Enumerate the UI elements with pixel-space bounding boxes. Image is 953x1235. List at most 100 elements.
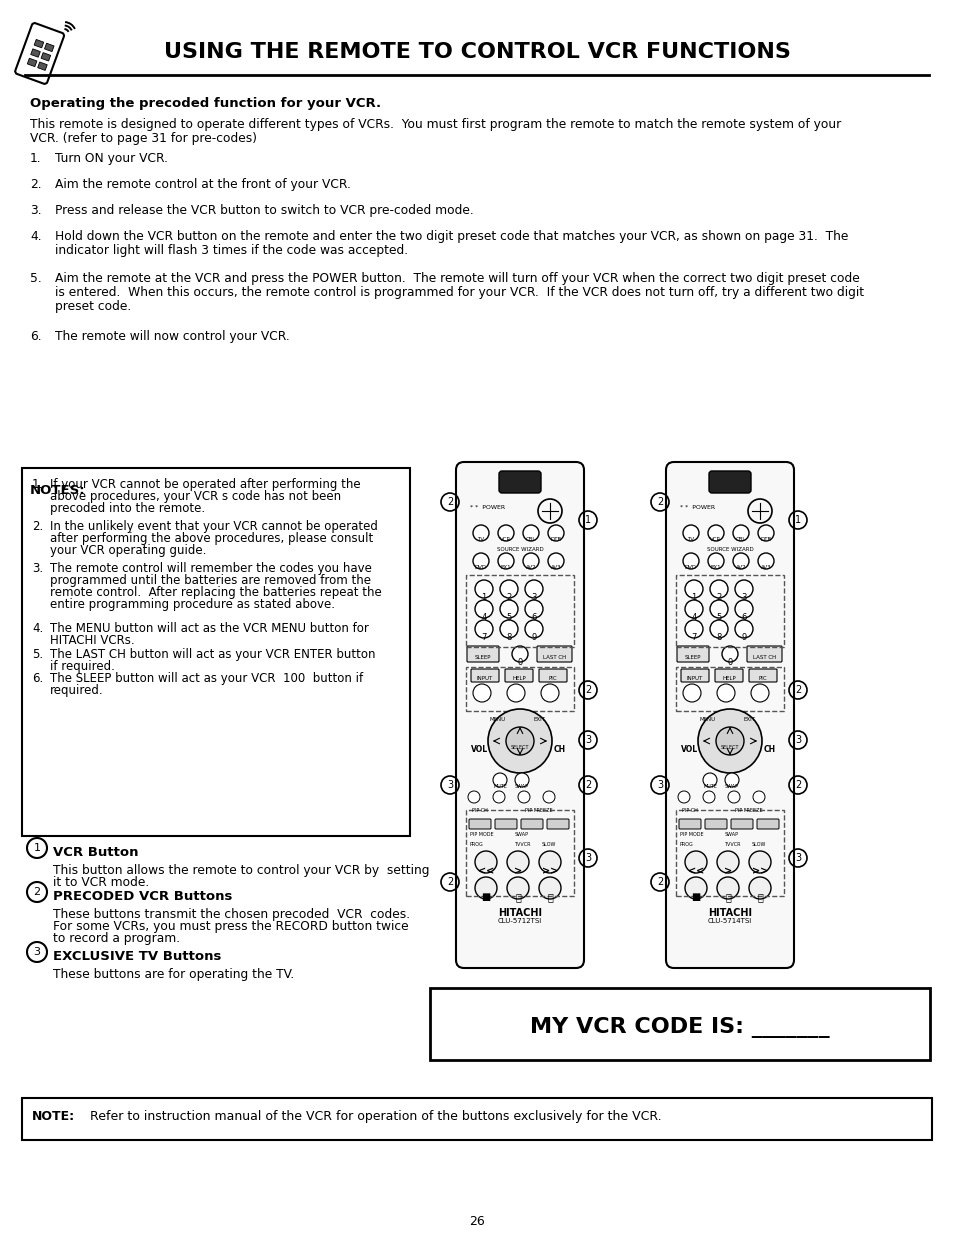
Circle shape: [506, 877, 529, 899]
Text: NOTES:: NOTES:: [30, 484, 86, 496]
Text: 8: 8: [506, 634, 511, 642]
Text: if required.: if required.: [50, 659, 114, 673]
Text: Press and release the VCR button to switch to VCR pre-coded mode.: Press and release the VCR button to swit…: [55, 204, 474, 217]
Text: 3: 3: [657, 781, 662, 790]
Text: Hold down the VCR button on the remote and enter the two digit preset code that : Hold down the VCR button on the remote a…: [55, 230, 847, 243]
Circle shape: [758, 553, 773, 569]
Circle shape: [702, 773, 717, 787]
Text: your VCR operating guide.: your VCR operating guide.: [50, 543, 206, 557]
Circle shape: [758, 525, 773, 541]
Text: CBL: CBL: [525, 537, 536, 542]
Text: 2: 2: [794, 781, 801, 790]
Text: SWAP: SWAP: [724, 784, 739, 789]
Circle shape: [734, 620, 752, 638]
Text: Aim the remote at the VCR and press the POWER button.  The remote will turn off : Aim the remote at the VCR and press the …: [55, 272, 859, 285]
Text: 6: 6: [531, 613, 537, 622]
FancyBboxPatch shape: [748, 669, 776, 682]
Circle shape: [506, 684, 524, 701]
Bar: [34, 40, 44, 48]
Circle shape: [682, 684, 700, 701]
Text: ⏺: ⏺: [515, 892, 520, 902]
Text: EXIT: EXIT: [743, 718, 755, 722]
Text: 2: 2: [584, 685, 591, 695]
Text: MENU: MENU: [700, 718, 716, 722]
Bar: [28, 58, 37, 67]
Text: NOTE:: NOTE:: [32, 1110, 75, 1123]
Text: programmed until the batteries are removed from the: programmed until the batteries are remov…: [50, 574, 371, 587]
Circle shape: [497, 553, 514, 569]
Text: HITACHI: HITACHI: [497, 908, 541, 918]
Text: Refer to instruction manual of the VCR for operation of the buttons exclusively : Refer to instruction manual of the VCR f…: [90, 1110, 661, 1123]
Text: 9: 9: [531, 634, 536, 642]
Text: CBL: CBL: [735, 537, 745, 542]
Circle shape: [475, 877, 497, 899]
FancyBboxPatch shape: [714, 669, 742, 682]
Text: USING THE REMOTE TO CONTROL VCR FUNCTIONS: USING THE REMOTE TO CONTROL VCR FUNCTION…: [163, 42, 790, 62]
Text: SOURCE WIZARD: SOURCE WIZARD: [706, 547, 753, 552]
Circle shape: [468, 790, 479, 803]
Bar: [465, 667, 574, 711]
Text: SOURCE WIZARD: SOURCE WIZARD: [497, 547, 543, 552]
FancyBboxPatch shape: [679, 819, 700, 829]
Text: 4.: 4.: [30, 230, 42, 243]
Text: is entered.  When this occurs, the remote control is programmed for your VCR.  I: is entered. When this occurs, the remote…: [55, 287, 863, 299]
Circle shape: [732, 525, 748, 541]
Text: ■: ■: [691, 892, 700, 902]
FancyBboxPatch shape: [495, 819, 517, 829]
Circle shape: [506, 851, 529, 873]
FancyBboxPatch shape: [469, 819, 491, 829]
Circle shape: [524, 620, 542, 638]
Text: PROG: PROG: [470, 842, 483, 847]
Text: after performing the above procedures, please consult: after performing the above procedures, p…: [50, 532, 373, 545]
Circle shape: [724, 773, 739, 787]
Text: <<: <<: [477, 866, 494, 876]
Text: 2: 2: [657, 877, 662, 887]
Circle shape: [475, 600, 493, 618]
Text: This button allows the remote to control your VCR by  setting: This button allows the remote to control…: [53, 864, 429, 877]
Text: DVD: DVD: [684, 564, 697, 571]
Text: 1: 1: [584, 515, 591, 525]
FancyBboxPatch shape: [538, 669, 566, 682]
Circle shape: [473, 553, 489, 569]
Text: 1: 1: [481, 593, 486, 601]
Text: >: >: [514, 866, 521, 876]
Text: SELECT: SELECT: [720, 745, 739, 750]
Text: ⏸: ⏸: [546, 892, 553, 902]
Text: INPUT: INPUT: [686, 676, 702, 680]
Text: In the unlikely event that your VCR cannot be operated: In the unlikely event that your VCR cann…: [50, 520, 377, 534]
Text: 0: 0: [517, 658, 522, 667]
Bar: [30, 49, 40, 57]
Text: 4: 4: [481, 613, 486, 622]
Text: 3: 3: [531, 593, 537, 601]
Text: 5: 5: [506, 613, 511, 622]
Circle shape: [475, 620, 493, 638]
Text: 2: 2: [446, 877, 453, 887]
Circle shape: [473, 525, 489, 541]
Circle shape: [515, 773, 529, 787]
Text: 7: 7: [481, 634, 486, 642]
Bar: [676, 810, 783, 897]
Circle shape: [682, 525, 699, 541]
Text: TVVCR: TVVCR: [723, 842, 740, 847]
Text: PIP CH: PIP CH: [681, 808, 698, 813]
Bar: [37, 62, 48, 70]
Text: 1: 1: [691, 593, 696, 601]
FancyBboxPatch shape: [537, 646, 572, 662]
Text: VCR. (refer to page 31 for pre-codes): VCR. (refer to page 31 for pre-codes): [30, 132, 256, 144]
Circle shape: [684, 580, 702, 598]
Text: MY VCR CODE IS: _______: MY VCR CODE IS: _______: [530, 1018, 829, 1039]
Circle shape: [678, 790, 689, 803]
Text: For some VCRs, you must press the RECORD button twice: For some VCRs, you must press the RECORD…: [53, 920, 408, 932]
FancyBboxPatch shape: [520, 819, 542, 829]
Circle shape: [499, 600, 517, 618]
Circle shape: [717, 684, 734, 701]
Text: HELP: HELP: [721, 676, 735, 680]
Text: PIP CH: PIP CH: [472, 808, 487, 813]
FancyBboxPatch shape: [456, 462, 583, 968]
Text: MENU: MENU: [490, 718, 505, 722]
Circle shape: [707, 525, 723, 541]
Bar: [430, 988, 929, 1060]
Text: 2: 2: [33, 887, 41, 897]
Text: AV2: AV2: [735, 564, 745, 571]
FancyBboxPatch shape: [680, 669, 708, 682]
